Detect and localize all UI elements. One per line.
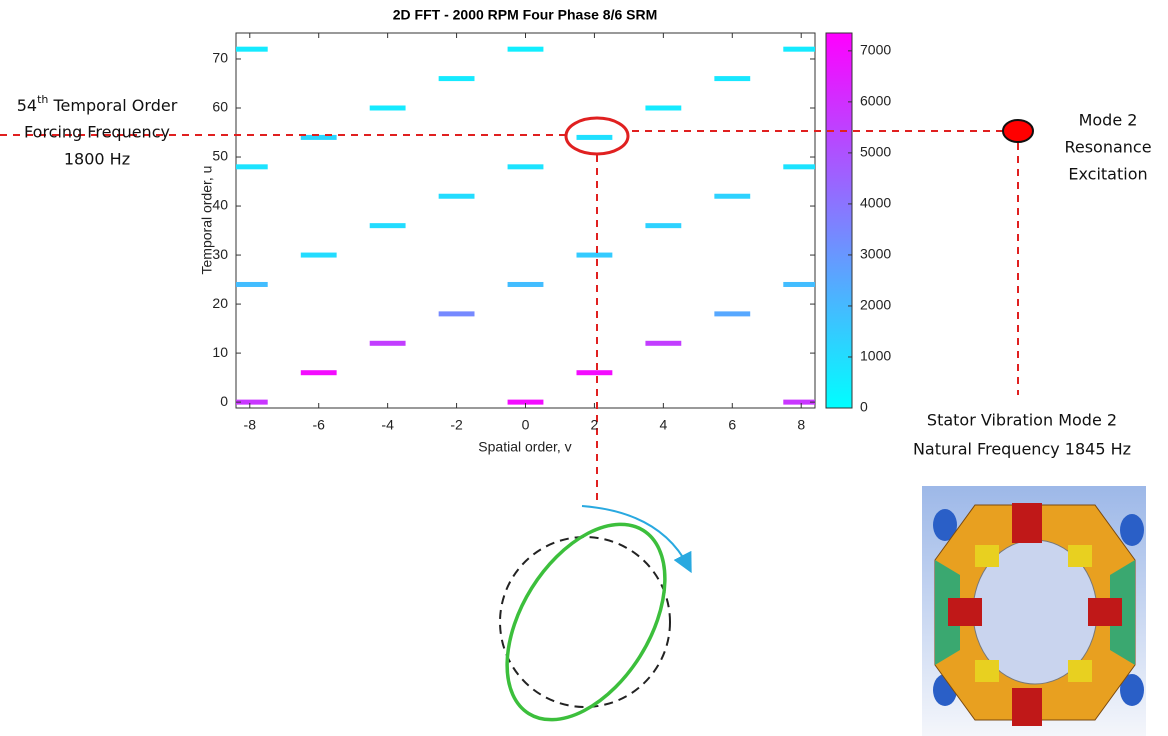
spectrum-point [232,282,268,287]
spectrum-point [783,164,819,169]
forcing-label: 1800 Hz [64,150,130,169]
spectrum-point [645,341,681,346]
spectrum-point [370,106,406,111]
fea-image [922,486,1146,736]
resonance-label: Excitation [1068,165,1147,184]
spectrum-point [645,223,681,228]
spectrum-point [508,47,544,52]
colorbar-tick-label: 2000 [860,297,891,313]
forcing-label: 54th Temporal Order [17,93,178,115]
spectrum-point [301,370,337,375]
y-tick-label: 30 [212,246,228,262]
colorbar-tick-label: 6000 [860,93,891,109]
fea-pole [1088,598,1122,626]
spectrum-point [370,223,406,228]
forcing-order: 54 [17,96,37,115]
spectrum-point [232,164,268,169]
x-tick-label: 2 [591,417,599,433]
spectrum-point [714,76,750,81]
forcing-label: Forcing Frequency [24,123,170,142]
colorbar-tick-label: 0 [860,399,868,415]
chart-title: 2D FFT - 2000 RPM Four Phase 8/6 SRM [393,7,658,23]
y-tick-label: 50 [212,148,228,164]
forcing-suffix: th [37,93,48,106]
x-tick-label: 6 [728,417,736,433]
spectrum-point [508,282,544,287]
y-tick-label: 0 [220,393,228,409]
spectrum-point [439,76,475,81]
spectrum-point [714,194,750,199]
y-tick-label: 40 [212,197,228,213]
spectrum-point [439,194,475,199]
natural-label: Stator Vibration Mode 2 [927,411,1117,430]
fea-pole [1012,688,1042,726]
spectrum-point [439,311,475,316]
forcing-rest: Temporal Order [48,96,177,115]
colorbar [826,33,852,408]
spectrum-point [577,253,613,258]
resonance-dot [1003,120,1033,142]
spectrum-point [301,253,337,258]
y-tick-label: 60 [212,99,228,115]
spectrum-point [232,47,268,52]
fea-pole [975,545,999,567]
spectrum-point [577,135,613,140]
fea-mount [1120,514,1144,546]
fea-pole [1012,503,1042,543]
spectrum-point [577,370,613,375]
spectrum-point [645,106,681,111]
fea-pole [975,660,999,682]
spectrum-point [370,341,406,346]
fea-pole [1068,545,1092,567]
spectrum-point [508,164,544,169]
x-tick-label: 0 [522,417,530,433]
y-tick-label: 10 [212,344,228,360]
spectrum-point [783,47,819,52]
spectrum-point [714,311,750,316]
x-tick-label: 4 [659,417,667,433]
fea-pole [948,598,982,626]
y-tick-label: 70 [212,50,228,66]
x-tick-label: -8 [244,417,257,433]
colorbar-tick-label: 1000 [860,348,891,364]
x-tick-label: 8 [797,417,805,433]
x-axis-label: Spatial order, v [478,439,571,455]
resonance-label: Resonance [1064,138,1151,157]
resonance-label: Mode 2 [1079,111,1138,130]
colorbar-tick-label: 5000 [860,144,891,160]
colorbar-tick-label: 7000 [860,42,891,58]
deformed-shape [474,496,697,736]
fea-pole [1068,660,1092,682]
natural-label: Natural Frequency 1845 Hz [913,440,1131,459]
y-tick-label: 20 [212,295,228,311]
plot-frame [236,33,815,408]
undeformed-circle [500,537,670,707]
spectrum-point [783,282,819,287]
rotation-arrow [582,506,688,566]
x-tick-label: -6 [312,417,325,433]
x-tick-label: -2 [450,417,463,433]
mode-shape [474,496,697,736]
colorbar-tick-label: 4000 [860,195,891,211]
x-tick-label: -4 [381,417,394,433]
figure: 2D FFT - 2000 RPM Four Phase 8/6 SRM Spa… [0,0,1168,736]
colorbar-tick-label: 3000 [860,246,891,262]
